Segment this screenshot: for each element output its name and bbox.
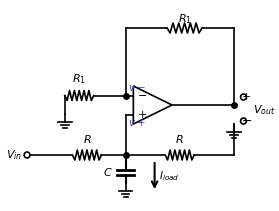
Text: $I_{load}$: $I_{load}$	[159, 169, 180, 183]
Text: $V_{in}$: $V_{in}$	[6, 148, 22, 162]
Text: $R_1$: $R_1$	[72, 72, 86, 85]
Text: +: +	[138, 110, 148, 119]
Text: +: +	[242, 92, 251, 102]
Text: $R$: $R$	[175, 133, 184, 145]
Text: −: −	[242, 115, 252, 127]
Text: $V_{out}$: $V_{out}$	[253, 103, 276, 117]
Text: $v-$: $v-$	[128, 83, 145, 92]
Text: $R$: $R$	[83, 133, 91, 145]
Text: $C$: $C$	[103, 166, 113, 178]
Text: $v+$: $v+$	[128, 116, 145, 127]
Text: −: −	[138, 91, 148, 100]
Text: $R_1$: $R_1$	[177, 12, 192, 26]
